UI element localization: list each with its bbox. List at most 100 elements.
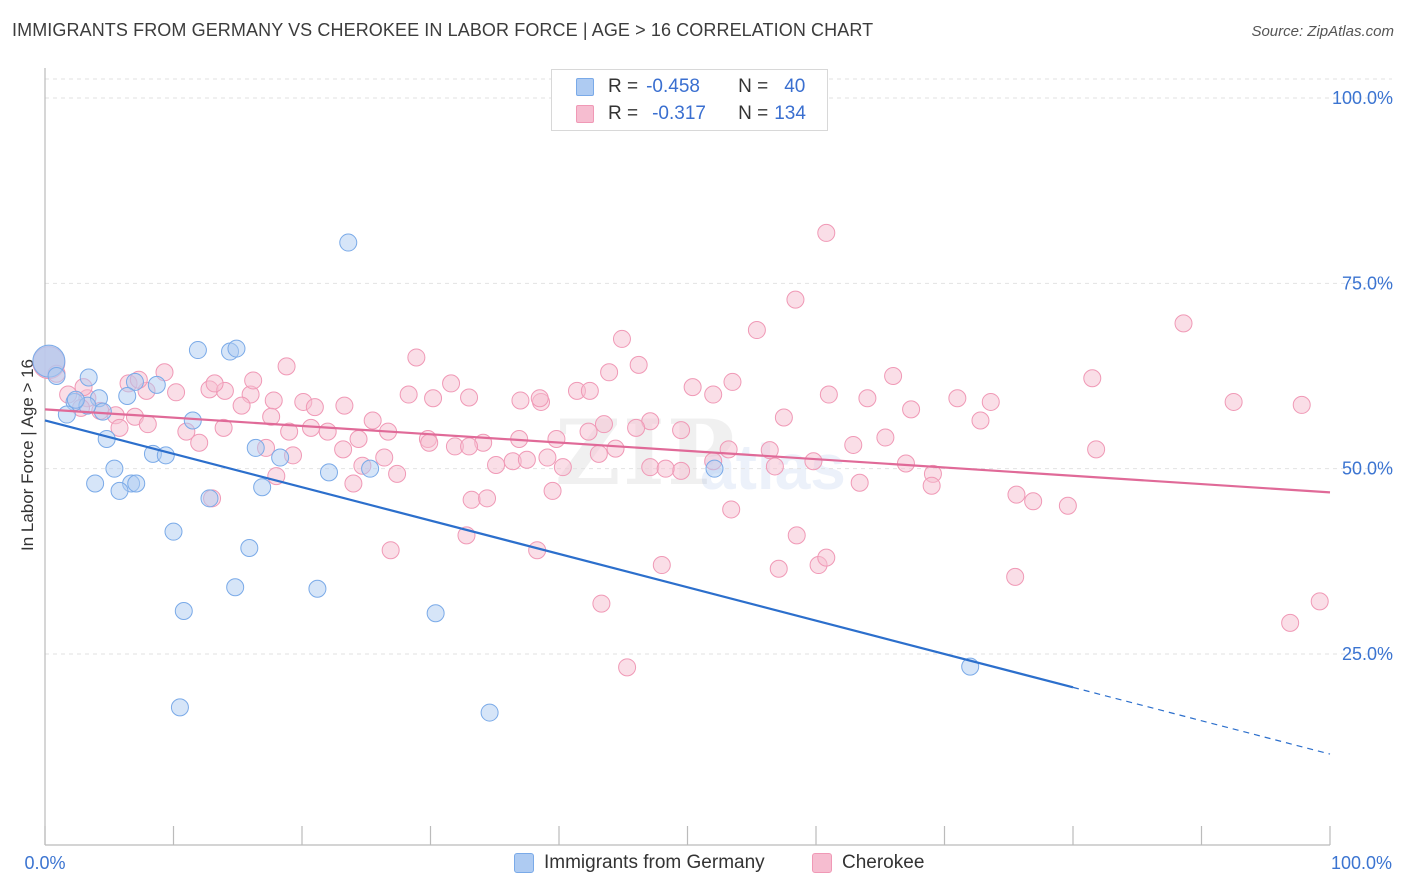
cherokee-point bbox=[600, 363, 619, 382]
cherokee-point bbox=[277, 357, 296, 376]
y-tick-label: 50.0% bbox=[1342, 459, 1393, 479]
germany-point bbox=[705, 459, 724, 478]
cherokee-point bbox=[478, 489, 497, 508]
cherokee-point bbox=[232, 396, 251, 415]
series-swatch-germany bbox=[514, 853, 534, 873]
cherokee-point bbox=[407, 348, 426, 367]
cherokee-point bbox=[618, 658, 637, 677]
cherokee-point bbox=[511, 391, 530, 410]
cherokee-point bbox=[580, 381, 599, 400]
cherokee-point bbox=[844, 435, 863, 454]
cherokee-point bbox=[399, 385, 418, 404]
cherokee-point bbox=[902, 400, 921, 419]
legend-r-value-cherokee: -0.317 bbox=[652, 103, 706, 124]
legend-r-label-cherokee: R = bbox=[608, 103, 639, 124]
germany-point bbox=[200, 489, 219, 508]
x-tick-label: 100.0% bbox=[1331, 853, 1392, 873]
germany-point bbox=[319, 463, 338, 482]
series-legend-germany[interactable]: Immigrants from Germany bbox=[514, 852, 765, 874]
cherokee-point bbox=[1292, 395, 1311, 414]
germany-point bbox=[79, 368, 98, 387]
cherokee-point bbox=[723, 372, 742, 391]
cherokee-point bbox=[334, 440, 353, 459]
cherokee-point bbox=[579, 422, 598, 441]
legend-row-germany: R = -0.458 N = 40 bbox=[576, 74, 805, 100]
x-tick-label: 0.0% bbox=[24, 853, 65, 873]
cherokee-point bbox=[652, 556, 671, 575]
cherokee-point bbox=[786, 290, 805, 309]
cherokee-point bbox=[1024, 492, 1043, 511]
cherokee-point bbox=[656, 459, 675, 478]
germany-point bbox=[147, 375, 166, 394]
germany-point bbox=[240, 538, 259, 557]
cherokee-point bbox=[1224, 392, 1243, 411]
series-legend: Immigrants from Germany Cherokee bbox=[0, 852, 1406, 878]
series-label-cherokee: Cherokee bbox=[842, 852, 925, 873]
cherokee-point bbox=[594, 415, 613, 434]
series-label-germany: Immigrants from Germany bbox=[544, 852, 765, 873]
series-swatch-cherokee bbox=[812, 853, 832, 873]
cherokee-point bbox=[722, 500, 741, 519]
germany-point bbox=[339, 233, 358, 252]
cherokee-point bbox=[1087, 440, 1106, 459]
cherokee-point bbox=[1174, 314, 1193, 333]
germany-point bbox=[86, 474, 105, 493]
series-legend-cherokee[interactable]: Cherokee bbox=[812, 852, 924, 874]
cherokee-point bbox=[553, 458, 572, 477]
cherokee-point bbox=[683, 378, 702, 397]
cherokee-point bbox=[262, 407, 281, 426]
germany-point bbox=[226, 578, 245, 597]
germany-point bbox=[47, 367, 66, 385]
cherokee-point bbox=[612, 329, 631, 348]
cherokee-point bbox=[375, 448, 394, 467]
cherokee-point bbox=[629, 355, 648, 374]
cherokee-point bbox=[538, 448, 557, 467]
cherokee-point bbox=[672, 421, 691, 440]
germany-point bbox=[183, 411, 202, 430]
germany-point bbox=[308, 579, 327, 598]
cherokee-point bbox=[1058, 496, 1077, 515]
cherokee-point bbox=[627, 418, 646, 437]
cherokee-point bbox=[606, 439, 625, 458]
cherokee-point bbox=[335, 396, 354, 415]
cherokee-point bbox=[424, 389, 443, 408]
germany-point bbox=[253, 478, 272, 497]
germany-point bbox=[125, 372, 144, 391]
y-tick-label: 25.0% bbox=[1342, 644, 1393, 664]
legend-n-value-cherokee: 134 bbox=[774, 103, 806, 124]
germany-point bbox=[170, 698, 189, 717]
germany-trend-line bbox=[44, 419, 1074, 689]
cherokee-point bbox=[981, 392, 1000, 411]
cherokee-point bbox=[704, 385, 723, 404]
cherokee-point bbox=[280, 422, 299, 441]
germany-point bbox=[174, 602, 193, 621]
cherokee-point bbox=[462, 490, 481, 509]
cherokee-point bbox=[543, 481, 562, 500]
germany-point bbox=[246, 438, 265, 457]
cherokee-point bbox=[884, 367, 903, 385]
cherokee-point bbox=[817, 548, 836, 567]
cherokee-trend-line bbox=[44, 408, 1331, 494]
cherokee-point bbox=[592, 594, 611, 613]
cherokee-point bbox=[1083, 369, 1102, 388]
cherokee-point bbox=[1007, 485, 1026, 504]
germany-point bbox=[118, 387, 137, 406]
legend-swatch-cherokee bbox=[576, 105, 594, 123]
germany-point bbox=[66, 390, 85, 409]
legend-n-value-germany: 40 bbox=[784, 76, 806, 97]
cherokee-point bbox=[190, 433, 209, 452]
cherokee-point bbox=[1281, 613, 1300, 632]
germany-point bbox=[127, 474, 146, 493]
cherokee-point bbox=[719, 440, 738, 459]
correlation-legend: R = -0.458 N = 40 R = -0.317 N = 134 bbox=[551, 69, 828, 131]
cherokee-point bbox=[850, 473, 869, 492]
cherokee-point bbox=[318, 422, 337, 441]
cherokee-point bbox=[589, 444, 608, 463]
germany-point bbox=[110, 481, 129, 500]
cherokee-point bbox=[442, 374, 461, 393]
cherokee-point bbox=[487, 455, 506, 474]
cherokee-point bbox=[971, 411, 990, 430]
cherokee-point bbox=[388, 464, 407, 483]
cherokee-point bbox=[747, 321, 766, 340]
germany-point bbox=[57, 405, 76, 424]
